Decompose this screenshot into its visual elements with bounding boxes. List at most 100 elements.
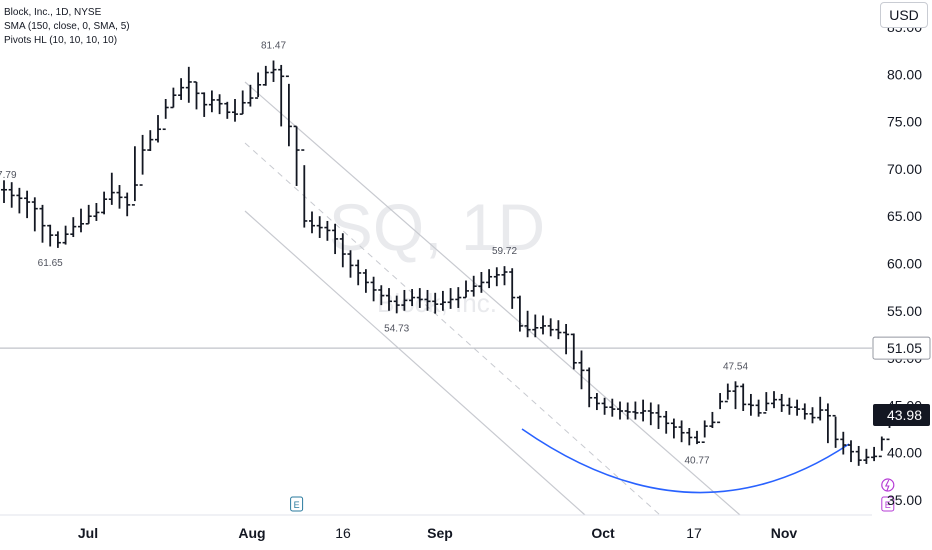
ohlc-bar <box>763 392 770 414</box>
ohlc-bar <box>463 280 469 299</box>
x-tick-label: Nov <box>771 525 798 541</box>
ohlc-bar <box>824 403 831 444</box>
ohlc-bar <box>540 315 546 335</box>
ohlc-bar <box>39 204 46 243</box>
ohlc-bar <box>655 404 662 429</box>
ohlc-bar <box>409 289 416 307</box>
ohlc-bar <box>563 324 570 355</box>
watermark-ticker: SQ, 1D <box>329 190 545 264</box>
ohlc-bar <box>262 65 269 86</box>
ohlc-bar <box>809 407 816 424</box>
hline-price-tag <box>872 336 931 360</box>
pivot-label: 67.79 <box>0 170 17 181</box>
pivot-label: 81.47 <box>261 41 286 52</box>
ohlc-bar <box>332 223 339 255</box>
ohlc-bar <box>794 399 801 416</box>
ohlc-bar <box>439 290 446 311</box>
ohlc-bar <box>593 393 600 411</box>
ohlc-bar <box>31 197 38 232</box>
ohlc-bar <box>524 310 531 338</box>
y-tick-label: 75.00 <box>887 114 922 130</box>
ohlc-bar <box>624 402 631 420</box>
ohlc-bar <box>16 187 23 214</box>
price-labels: 51.05 43.98 <box>872 336 931 426</box>
earnings-icon <box>881 496 895 512</box>
earnings-icon <box>290 496 304 512</box>
chart-legend: Block, Inc., 1D, NYSE SMA (150, close, 0… <box>4 6 130 48</box>
ohlc-bar <box>771 391 777 409</box>
ohlc-bar <box>131 146 138 206</box>
legend-symbol[interactable]: Block, Inc., 1D, NYSE <box>4 7 102 18</box>
ohlc-bar <box>247 84 254 107</box>
ohlc-bar <box>455 287 462 308</box>
ohlc-bar <box>570 333 577 370</box>
ohlc-bar <box>185 66 192 103</box>
ohlc-bar <box>647 402 654 426</box>
y-tick-label: 35.00 <box>887 492 922 508</box>
x-tick-label: 17 <box>686 525 702 541</box>
ohlc-bar <box>817 396 824 421</box>
ohlc-bar <box>339 233 346 268</box>
ohlc-bar <box>208 90 215 113</box>
ohlc-bar <box>717 393 724 424</box>
ohlc-bar <box>401 289 408 311</box>
ohlc-bar <box>516 295 523 332</box>
ohlc-bar <box>724 383 731 403</box>
ohlc-bar <box>54 231 61 248</box>
earnings-label: E <box>885 500 891 510</box>
ohlc-bar <box>470 275 477 297</box>
lightning-icon <box>881 478 895 492</box>
y-axis: 35.0040.0045.0050.0055.0060.0065.0070.00… <box>887 19 922 508</box>
ohlc-bar <box>424 289 431 311</box>
earnings-label: E <box>294 500 300 510</box>
ohlc-bar <box>493 267 500 287</box>
ohlc-bar <box>1 180 7 203</box>
rounding-bottom-curve <box>521 428 850 494</box>
ohlc-bar <box>848 440 854 463</box>
ohlc-bar <box>878 436 885 458</box>
ohlc-bar <box>193 81 200 110</box>
hline-price-label: 51.05 <box>887 340 922 356</box>
pivot-label: 40.77 <box>684 455 709 466</box>
ohlc-bar <box>755 399 762 417</box>
ohlc-bar <box>216 94 223 115</box>
ohlc-bar <box>255 72 262 99</box>
pivot-label: 59.72 <box>492 246 517 257</box>
y-tick-label: 40.00 <box>887 445 922 461</box>
ohlc-bar <box>370 276 377 302</box>
ohlc-bar <box>747 393 754 416</box>
pivot-label: 61.65 <box>38 258 63 269</box>
pivot-label: 54.73 <box>384 323 409 334</box>
ohlc-bar <box>47 224 54 247</box>
x-tick-label: Jul <box>78 525 98 541</box>
ohlc-bar <box>632 401 639 420</box>
ohlc-bar <box>378 285 385 306</box>
ohlc-bar <box>670 418 677 439</box>
ohlc-bar <box>640 399 647 422</box>
currency-button[interactable]: USD <box>880 2 928 28</box>
legend-pivots[interactable]: Pivots HL (10, 10, 10, 10) <box>4 35 118 46</box>
ohlc-bar <box>116 185 123 209</box>
ohlc-bar <box>309 211 315 234</box>
ohlc-bar <box>732 381 739 410</box>
legend-sma[interactable]: SMA (150, close, 0, SMA, 5) <box>4 21 130 32</box>
ohlc-bar <box>447 288 454 309</box>
last-price-tag <box>873 403 930 426</box>
ohlc-bar <box>609 398 616 417</box>
ohlc-bar <box>509 268 516 309</box>
ohlc-bar <box>740 383 747 411</box>
ohlc-bar <box>278 64 285 127</box>
watermark-name: Block, Inc. <box>377 288 497 318</box>
ohlc-bar <box>362 269 369 293</box>
ohlc-bar <box>555 320 562 340</box>
y-tick-label: 60.00 <box>887 256 922 272</box>
ohlc-bar <box>85 204 92 225</box>
ohlc-bar <box>617 401 623 420</box>
trend-channel <box>244 81 741 516</box>
ohlc-bar <box>686 428 693 446</box>
ohlc-bar <box>155 115 161 143</box>
x-tick-label: 16 <box>335 525 351 541</box>
y-tick-label: 65.00 <box>887 208 922 224</box>
y-tick-label: 80.00 <box>887 66 922 82</box>
